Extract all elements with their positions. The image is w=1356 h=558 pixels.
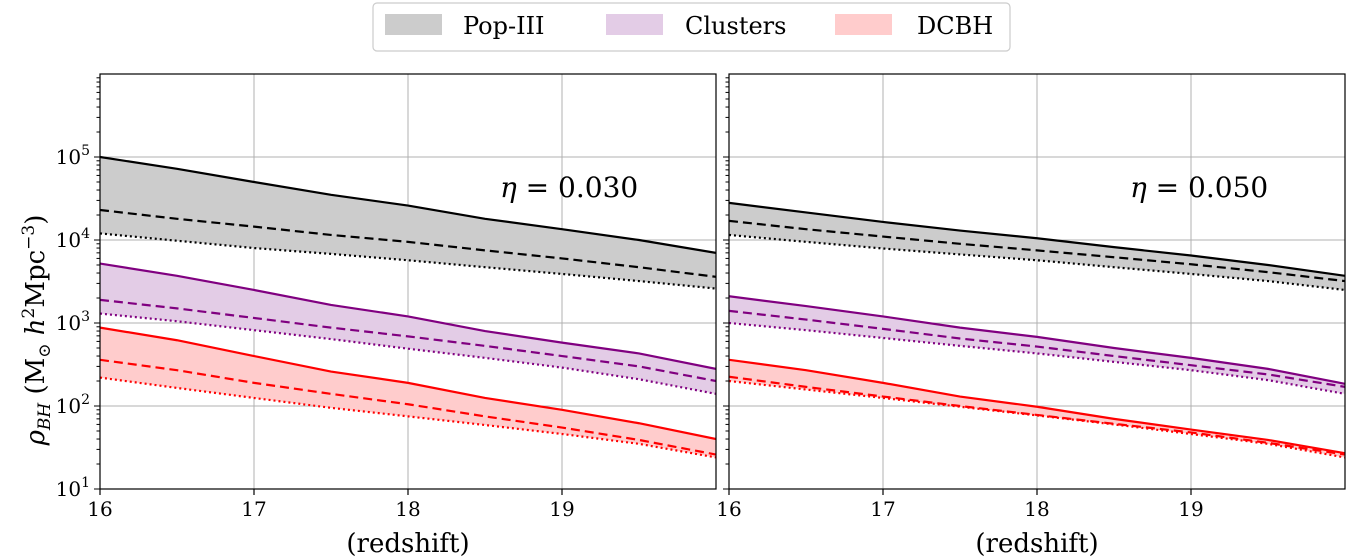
dotted-line-pop-iii bbox=[100, 232, 716, 290]
y-axis: 101 102 103 104 105 bbox=[56, 77, 100, 501]
x-axis: 16 17 18 19 bbox=[716, 489, 1204, 521]
x-tick-label: 19 bbox=[1178, 497, 1203, 521]
legend-label-dcbh: DCBH bbox=[917, 12, 993, 40]
dotted-line-pop-iii bbox=[729, 233, 1345, 292]
plot-area bbox=[729, 201, 1345, 459]
solid-line-clusters bbox=[729, 295, 1345, 385]
dashed-line-pop-iii bbox=[100, 208, 716, 278]
legend-swatch-clusters bbox=[606, 14, 663, 35]
y-label-mpc: Mpc bbox=[21, 250, 51, 308]
band-clusters bbox=[729, 296, 1345, 394]
y-tick-label: 102 bbox=[56, 392, 90, 418]
eta-annotation: η = 0.030 bbox=[500, 171, 638, 204]
grid bbox=[728, 74, 1345, 490]
legend: Pop-III Clusters DCBH bbox=[372, 2, 1011, 52]
y-axis-label: ρBH (M⊙ h2Mpc−3) bbox=[19, 215, 55, 447]
y-label-rho: ρ bbox=[21, 429, 51, 446]
legend-swatch-dcbh bbox=[835, 14, 892, 35]
x-tick-label: 16 bbox=[87, 497, 112, 521]
x-axis-label: (redshift) bbox=[975, 529, 1098, 558]
y-tick-label: 103 bbox=[56, 309, 90, 335]
y-label-h: h bbox=[21, 318, 51, 343]
solid-line-dcbh bbox=[100, 326, 716, 441]
y-axis bbox=[723, 77, 729, 490]
y-tick-label: 105 bbox=[56, 143, 90, 169]
band-dcbh bbox=[100, 327, 716, 458]
band-pop-iii bbox=[100, 157, 716, 289]
y-label-close: ) bbox=[21, 215, 51, 225]
dashed-line-pop-iii bbox=[729, 219, 1345, 283]
y-label-open: (M bbox=[21, 358, 51, 403]
x-axis: 16 17 18 19 bbox=[87, 489, 575, 521]
panel-eta-0030: 16 17 18 19 (redshift) 101 102 103 104 105 η = 0.0… bbox=[56, 73, 717, 558]
solid-line-pop-iii bbox=[100, 155, 716, 254]
y-label-sun: ⊙ bbox=[35, 343, 55, 357]
y-label-mpc-sup: −3 bbox=[19, 225, 39, 250]
legend-label-clusters: Clusters bbox=[685, 12, 786, 40]
band-clusters bbox=[100, 263, 716, 394]
legend-swatch-pop3 bbox=[385, 14, 442, 35]
solid-line-dcbh bbox=[729, 358, 1345, 455]
band-pop-iii bbox=[729, 202, 1345, 290]
dashed-line-dcbh bbox=[729, 375, 1345, 456]
dotted-line-clusters bbox=[729, 321, 1345, 395]
panel-eta-0050: 16 17 18 19 (redshift) η = 0.050 bbox=[716, 73, 1346, 558]
y-label-sub: BH bbox=[35, 402, 55, 431]
dashed-line-clusters bbox=[100, 298, 716, 383]
dotted-line-clusters bbox=[100, 312, 716, 395]
x-tick-label: 17 bbox=[870, 497, 895, 521]
solid-line-pop-iii bbox=[729, 201, 1345, 277]
y-label-h-sup: 2 bbox=[19, 308, 39, 319]
x-tick-label: 16 bbox=[716, 497, 741, 521]
dashed-line-dcbh bbox=[100, 358, 716, 456]
eta-annotation: η = 0.050 bbox=[1130, 171, 1268, 204]
x-tick-label: 18 bbox=[395, 497, 420, 521]
y-tick-label: 101 bbox=[56, 475, 90, 501]
dashed-line-clusters bbox=[729, 309, 1345, 388]
dotted-line-dcbh bbox=[729, 379, 1345, 459]
x-axis-label: (redshift) bbox=[346, 529, 469, 558]
x-tick-label: 19 bbox=[549, 497, 574, 521]
x-tick-label: 17 bbox=[241, 497, 266, 521]
legend-label-pop3: Pop-III bbox=[463, 12, 545, 40]
x-tick-label: 18 bbox=[1024, 497, 1049, 521]
dotted-line-dcbh bbox=[100, 376, 716, 459]
plot-area bbox=[100, 155, 716, 459]
solid-line-clusters bbox=[100, 262, 716, 370]
y-tick-label: 104 bbox=[56, 226, 90, 252]
